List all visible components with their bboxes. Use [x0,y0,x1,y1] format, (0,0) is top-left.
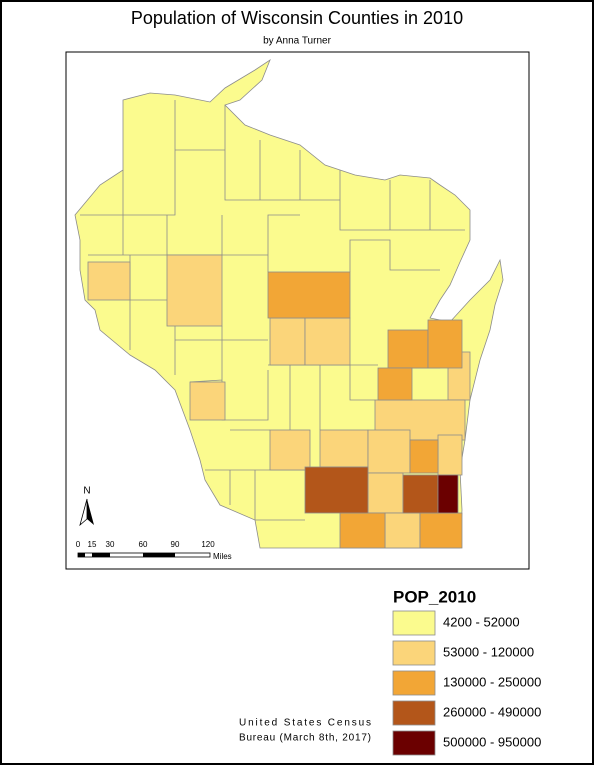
north-label: N [83,486,90,497]
legend-swatch [392,610,436,636]
scale-label: 15 [88,540,97,549]
county [437,434,463,476]
county [374,399,466,441]
legend-swatch [392,730,436,756]
county [402,474,439,514]
county [166,254,223,327]
legend: POP_2010 4200 - 52000 53000 - 120000 13000… [392,587,541,756]
legend-label: 53000 - 120000 [443,644,534,659]
scale-segment [92,553,110,557]
county [304,317,351,366]
map-subtitle: by Anna Turner [263,36,331,47]
county [367,429,411,474]
scale-segment [143,553,175,557]
county [387,329,429,369]
legend-swatch [392,640,436,666]
map-title: Population of Wisconsin Counties in 2010 [131,8,463,28]
county [339,512,386,549]
scale-segment [78,553,85,557]
north-arrow: N [79,486,94,527]
scale-label: 120 [201,540,215,549]
county [437,474,459,514]
county [87,261,131,301]
county [427,319,463,369]
scale-label: 30 [106,540,115,549]
county [319,429,369,468]
scale-bar: Miles 0 15 30 60 90 120 [76,540,232,561]
legend-swatch [392,670,436,696]
county [419,512,463,549]
county [304,466,369,514]
scale-label: 90 [171,540,180,549]
legend-label: 130000 - 250000 [443,674,541,689]
county [189,381,226,421]
legend-label: 260000 - 490000 [443,704,541,719]
legend-label: 4200 - 52000 [443,614,520,629]
arrow-right [87,499,94,525]
scale-label: 0 [76,540,81,549]
county [384,512,421,549]
county [409,439,439,474]
county [377,367,413,401]
legend-title: POP_2010 [393,587,476,606]
scale-unit: Miles [213,552,232,561]
county [367,472,404,514]
county [267,271,351,319]
county [269,317,306,366]
legend-label: 500000 - 950000 [443,734,541,749]
county [269,429,311,471]
legend-swatch [392,700,436,726]
county-layer [74,58,504,549]
credit-line: United States Census [239,718,371,729]
scale-label: 60 [139,540,148,549]
credit-line: Bureau (March 8th, 2017) [239,733,371,744]
